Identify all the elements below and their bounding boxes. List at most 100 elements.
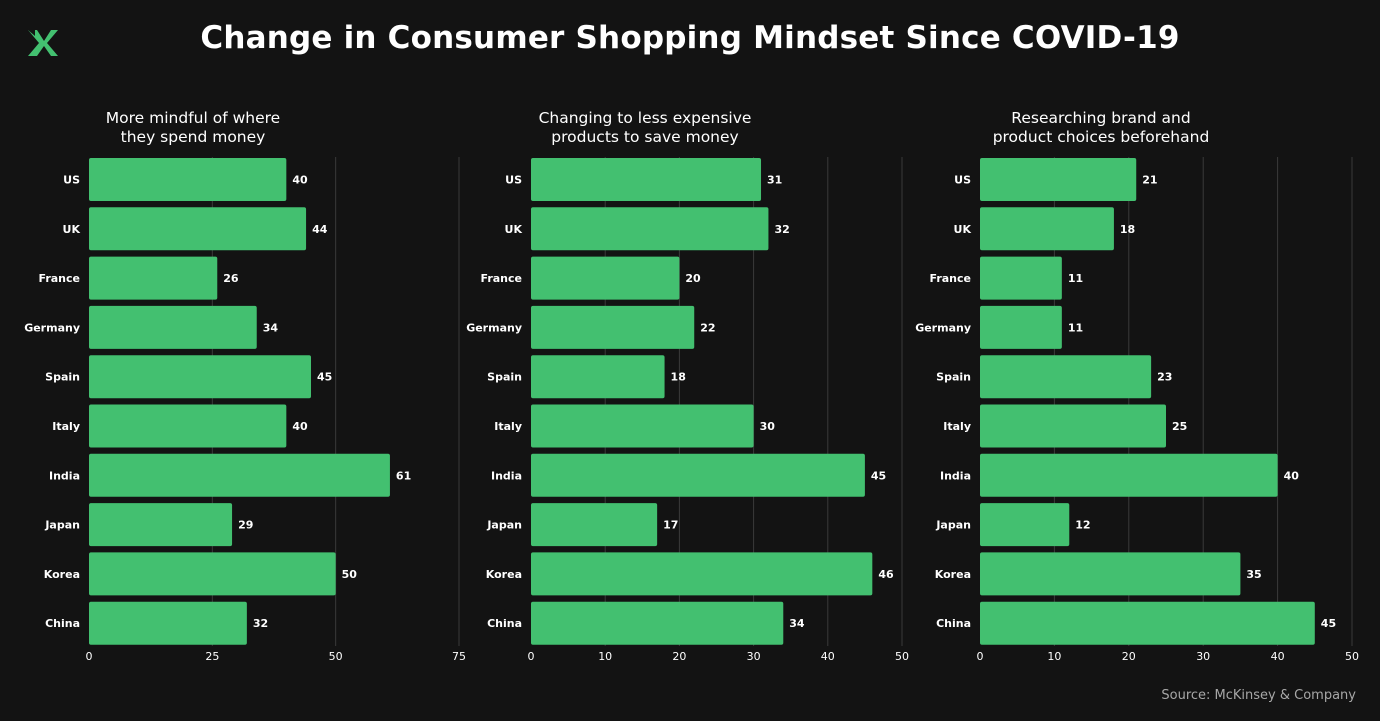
- value-label: 20: [685, 272, 701, 285]
- value-label: 45: [871, 469, 886, 482]
- value-label: 61: [396, 469, 411, 482]
- x-tick-label: 40: [821, 650, 835, 663]
- category-label: China: [487, 617, 522, 630]
- bar: [531, 503, 658, 547]
- bar: [980, 305, 1062, 349]
- bar: [980, 355, 1152, 399]
- x-tick-label: 30: [1196, 650, 1210, 663]
- value-label: 40: [1284, 469, 1300, 482]
- value-label: 34: [263, 321, 279, 334]
- bar: [980, 552, 1241, 596]
- value-label: 25: [1172, 420, 1187, 433]
- category-label: Germany: [24, 321, 80, 334]
- category-label: Spain: [487, 371, 522, 384]
- bar: [980, 404, 1166, 448]
- category-label: Korea: [935, 568, 971, 581]
- x-tick-label: 50: [1345, 650, 1359, 663]
- x-tick-label: 0: [528, 650, 535, 663]
- bar: [980, 207, 1114, 251]
- x-tick-label: 75: [452, 650, 466, 663]
- source-note: Source: McKinsey & Company: [1161, 688, 1356, 703]
- value-label: 32: [253, 617, 268, 630]
- brand-x-logo-icon: [28, 30, 58, 56]
- value-label: 35: [1246, 568, 1261, 581]
- category-label: Korea: [44, 568, 80, 581]
- category-label: India: [49, 469, 80, 482]
- bar: [89, 256, 218, 300]
- category-label: UK: [505, 223, 523, 236]
- value-label: 23: [1157, 371, 1172, 384]
- category-label: China: [45, 617, 80, 630]
- category-label: US: [505, 174, 522, 187]
- bar: [89, 305, 257, 349]
- bar: [531, 158, 762, 201]
- value-label: 18: [1120, 223, 1135, 236]
- value-label: 30: [760, 420, 776, 433]
- bar: [531, 256, 680, 300]
- category-label: Japan: [935, 519, 971, 532]
- value-label: 11: [1068, 321, 1083, 334]
- category-label: France: [930, 272, 971, 285]
- bar: [531, 404, 754, 448]
- x-tick-label: 50: [329, 650, 343, 663]
- category-label: France: [39, 272, 80, 285]
- x-tick-label: 20: [1122, 650, 1136, 663]
- bar: [980, 453, 1278, 497]
- bar: [531, 305, 695, 349]
- category-label: Korea: [486, 568, 522, 581]
- value-label: 29: [238, 519, 253, 532]
- value-label: 17: [663, 519, 678, 532]
- value-label: 12: [1075, 519, 1090, 532]
- bar: [89, 158, 287, 201]
- category-label: Germany: [915, 321, 971, 334]
- bar: [89, 503, 233, 547]
- value-label: 46: [878, 568, 894, 581]
- category-label: India: [491, 469, 522, 482]
- chart-title: Change in Consumer Shopping Mindset Sinc…: [200, 20, 1180, 56]
- category-label: Japan: [486, 519, 522, 532]
- x-tick-label: 30: [747, 650, 761, 663]
- category-label: UK: [63, 223, 81, 236]
- x-tick-label: 25: [205, 650, 219, 663]
- bar: [531, 355, 665, 399]
- value-label: 40: [292, 174, 308, 187]
- bar: [89, 552, 336, 596]
- x-tick-label: 20: [672, 650, 686, 663]
- panel-title-line: Changing to less expensive: [539, 109, 752, 127]
- category-label: Italy: [494, 420, 522, 433]
- category-label: India: [940, 469, 971, 482]
- x-tick-label: 10: [598, 650, 612, 663]
- category-label: US: [63, 174, 80, 187]
- panel-title-line: More mindful of where: [106, 109, 280, 127]
- bar: [89, 355, 311, 399]
- value-label: 40: [292, 420, 308, 433]
- category-label: Spain: [45, 371, 80, 384]
- bar: [980, 503, 1070, 547]
- value-label: 44: [312, 223, 328, 236]
- value-label: 45: [1321, 617, 1336, 630]
- panel-title-line: products to save money: [551, 128, 738, 146]
- bar: [980, 601, 1315, 645]
- bar: [531, 601, 784, 645]
- value-label: 21: [1142, 174, 1157, 187]
- category-label: Italy: [943, 420, 971, 433]
- bar: [531, 207, 769, 251]
- category-label: Spain: [936, 371, 971, 384]
- category-label: Germany: [466, 321, 522, 334]
- bar: [980, 256, 1062, 300]
- value-label: 50: [342, 568, 358, 581]
- x-tick-label: 40: [1271, 650, 1285, 663]
- bar: [531, 453, 865, 497]
- bar: [89, 207, 307, 251]
- value-label: 34: [789, 617, 805, 630]
- bar: [89, 453, 390, 497]
- value-label: 11: [1068, 272, 1083, 285]
- value-label: 31: [767, 174, 782, 187]
- value-label: 45: [317, 371, 332, 384]
- panel-title-line: product choices beforehand: [993, 128, 1210, 146]
- category-label: Japan: [44, 519, 80, 532]
- bar: [89, 601, 247, 645]
- bar: [531, 552, 873, 596]
